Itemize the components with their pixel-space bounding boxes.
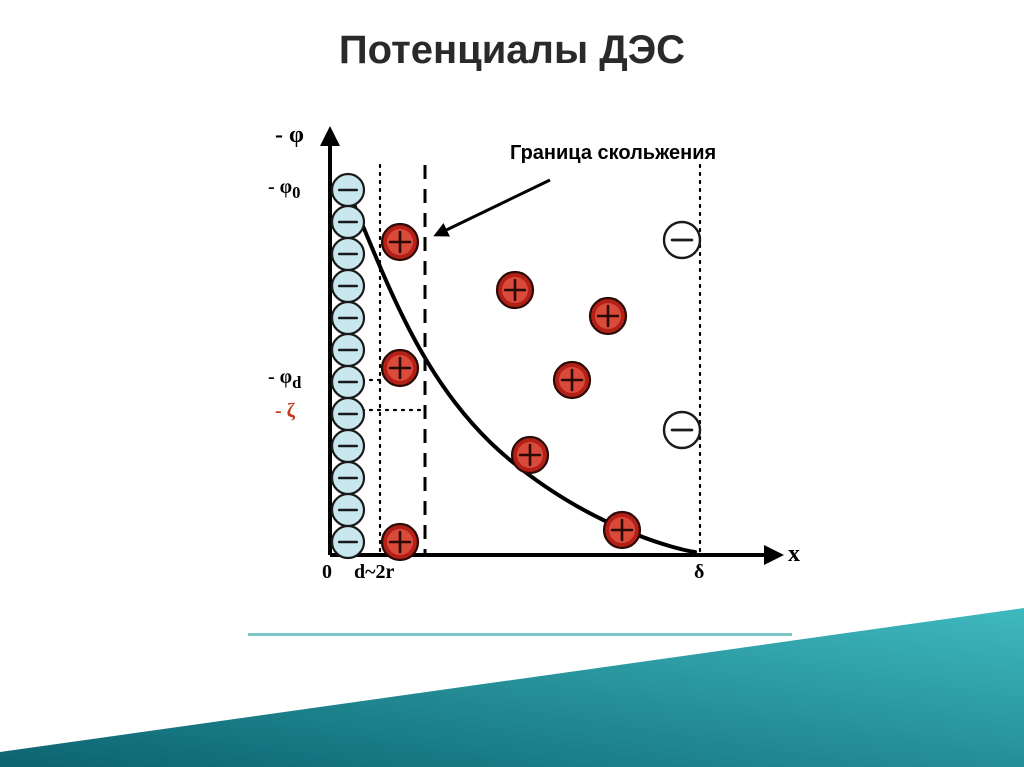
decor-wedge [0,0,1024,767]
